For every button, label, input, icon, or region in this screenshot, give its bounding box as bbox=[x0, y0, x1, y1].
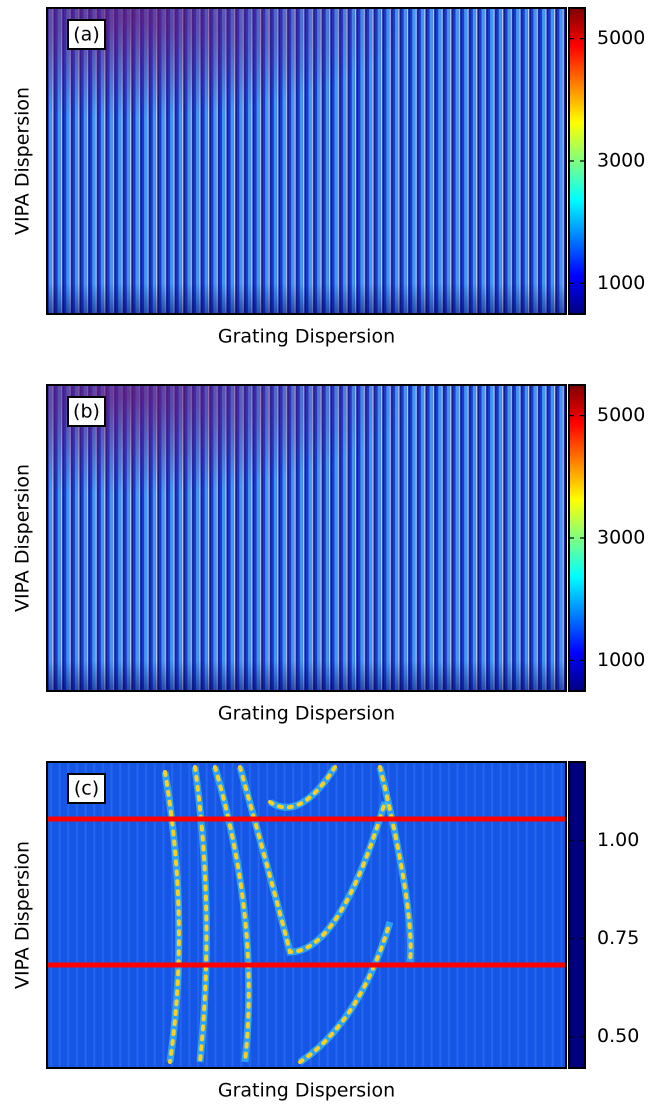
panel-label-box bbox=[67, 773, 106, 804]
plot-frame bbox=[46, 7, 567, 315]
colorbar-tick-label: 5000 bbox=[597, 27, 645, 49]
x-axis-label: Grating Dispersion bbox=[218, 326, 395, 348]
heatmap-feature bbox=[378, 765, 413, 964]
colorbar bbox=[568, 761, 586, 1069]
x-axis-label: Grating Dispersion bbox=[218, 703, 395, 725]
colorbar-tick-label: 3000 bbox=[597, 150, 645, 172]
heatmap-feature bbox=[213, 765, 251, 1064]
y-axis-label: VIPA Dispersion bbox=[12, 87, 34, 235]
heatmap-feature bbox=[238, 765, 387, 955]
heatmap-feature bbox=[268, 765, 337, 810]
colorbar-tick-label: 0.75 bbox=[597, 927, 639, 949]
panel-label-box bbox=[67, 396, 106, 427]
panel-label: (a) bbox=[73, 24, 99, 46]
heatmap-feature bbox=[298, 920, 394, 1065]
y-axis-label: VIPA Dispersion bbox=[12, 841, 34, 989]
colorbar-tick-label: 1000 bbox=[597, 649, 645, 671]
colorbar-tick-label: 3000 bbox=[597, 527, 645, 549]
colorbar-tick-label: 1.00 bbox=[597, 829, 639, 851]
colorbar-tick-label: 1000 bbox=[597, 272, 645, 294]
x-axis-label: Grating Dispersion bbox=[218, 1080, 395, 1102]
colorbar-tick-label: 0.50 bbox=[597, 1025, 639, 1047]
y-axis-label: VIPA Dispersion bbox=[12, 464, 34, 612]
colorbar-tick-label: 5000 bbox=[597, 404, 645, 426]
heatmap-shade bbox=[47, 8, 566, 314]
heatmap-feature bbox=[163, 770, 181, 1064]
plot-frame bbox=[46, 761, 567, 1069]
heatmap-shade bbox=[47, 385, 566, 691]
heatmap-feature bbox=[191, 766, 210, 1063]
panel-label: (b) bbox=[73, 401, 100, 423]
heatmap-image bbox=[47, 762, 566, 1068]
panel-label: (c) bbox=[74, 778, 99, 800]
plot-frame bbox=[46, 384, 567, 692]
panel-label-box bbox=[67, 19, 106, 50]
